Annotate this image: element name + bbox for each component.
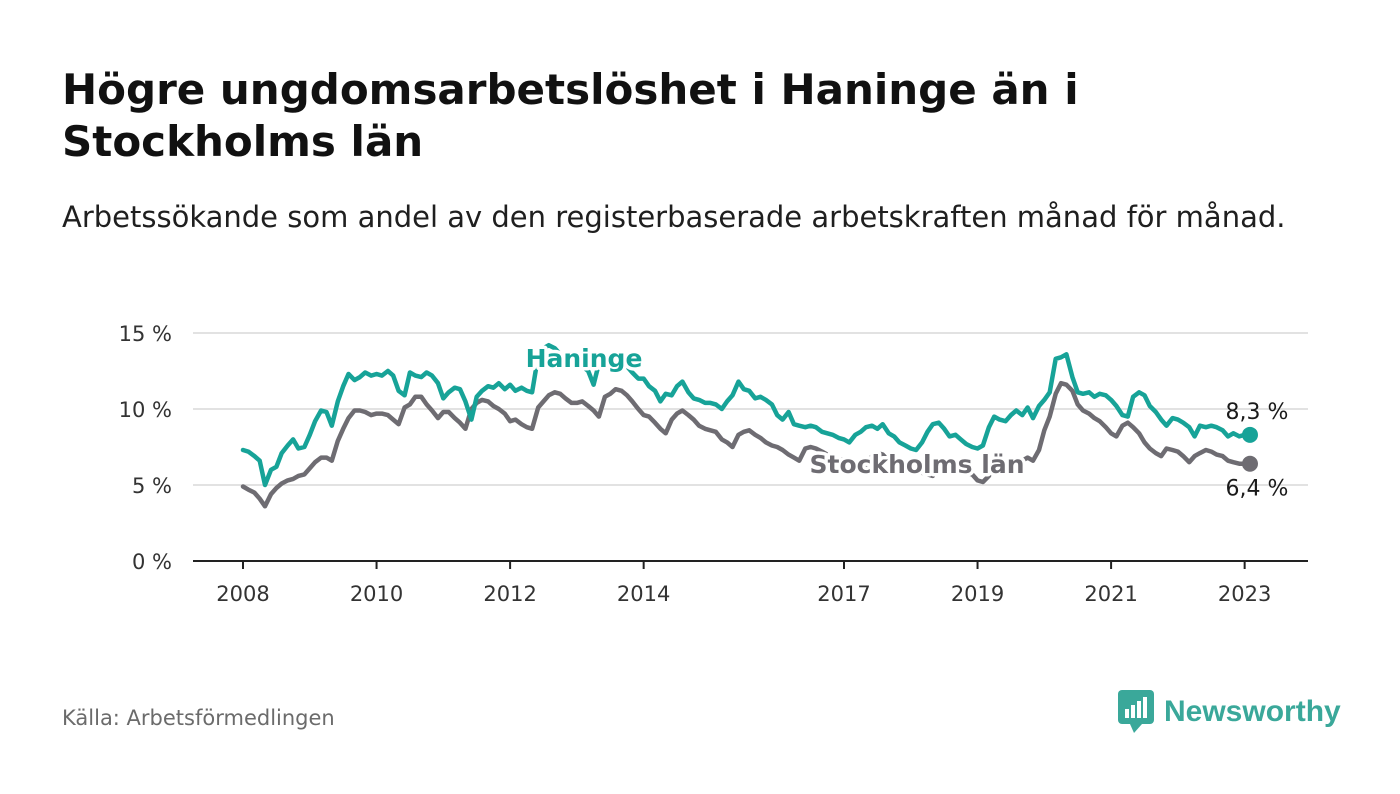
x-tick-label: 2017 [817, 582, 870, 606]
x-tick-label: 2023 [1218, 582, 1271, 606]
gridlines [193, 332, 1308, 562]
chart-title: Högre ungdomsarbetslöshet i Haninge än i… [62, 65, 1079, 166]
series-lines [240, 342, 1258, 509]
y-tick-label: 10 % [119, 398, 172, 422]
y-tick-label: 5 % [132, 474, 172, 498]
line-chart: 0 %5 %10 %15 % 2008 2010 2012 2014 2017 2019 2… [119, 322, 1308, 606]
end-label-stockholms-lan: 6,4 % [1226, 477, 1289, 502]
y-axis-ticks: 0 % 5 % 10 % 15 % [119, 322, 172, 574]
chart-bubble-icon [1118, 690, 1154, 733]
y-tick-label: 15 % [119, 322, 172, 346]
x-tick-label: 2010 [350, 582, 403, 606]
x-tick-label: 2019 [951, 582, 1004, 606]
x-tick-label: 2021 [1084, 582, 1137, 606]
series-endpoint [1241, 455, 1258, 472]
x-tick-label: 2012 [483, 582, 536, 606]
series-endpoint [1241, 426, 1258, 443]
x-tick-label: 2014 [617, 582, 670, 606]
series-label-stockholms-lan: Stockholms län [810, 450, 1025, 479]
brand-logo[interactable]: Newsworthy [1118, 690, 1341, 734]
series-line-stockholms-lan [240, 380, 1253, 509]
x-tick-label: 2008 [216, 582, 269, 606]
series-line-haninge [240, 342, 1253, 488]
source-note: Källa: Arbetsförmedlingen [62, 706, 335, 730]
y-tick-label: 0 % [132, 550, 172, 574]
brand-name: Newsworthy [1164, 695, 1341, 728]
series-label-haninge: Haninge [526, 344, 643, 373]
series-labels: Haninge Stockholms län 8,3 % 6,4 % [522, 341, 1289, 502]
x-axis-ticks: 2008 2010 2012 2014 2017 2019 2021 2023 [216, 561, 1271, 606]
end-label-haninge: 8,3 % [1226, 400, 1289, 425]
chart-subtitle: Arbetssökande som andel av den registerb… [62, 200, 1286, 234]
